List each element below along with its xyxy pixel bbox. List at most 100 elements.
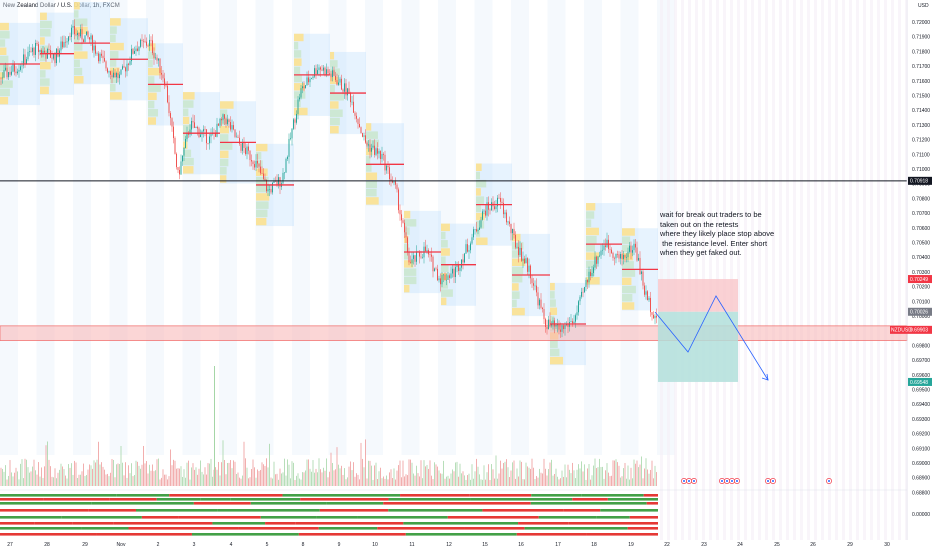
support-zone[interactable] — [0, 325, 908, 341]
profile-bar — [294, 33, 304, 42]
volume-bar — [309, 468, 311, 486]
volume-bar — [336, 447, 338, 486]
volume-bar — [69, 467, 71, 486]
volume-bar — [618, 465, 620, 486]
price-axis[interactable]: 0.72000 0.71900 0.71800 0.71700 0.71600 0.715… — [912, 20, 930, 518]
candle-body — [620, 254, 621, 259]
candle-body — [216, 123, 218, 137]
volume-bar — [260, 469, 261, 486]
indicator-segment — [61, 516, 142, 519]
candle-body — [236, 136, 237, 138]
time-tick-label: 5 — [266, 542, 269, 548]
candle-body — [512, 228, 513, 234]
indicator-segment — [43, 498, 110, 501]
volume-bar — [489, 479, 491, 486]
volume-bar — [555, 468, 557, 486]
chart-title: New Zealand Dollar / U.S. Dollar, 1h, FX… — [3, 3, 120, 9]
candle-body — [150, 39, 152, 41]
candle-body — [437, 268, 438, 281]
candle-body — [81, 29, 83, 40]
volume-bar — [627, 465, 629, 486]
volume-bar — [92, 468, 93, 486]
profile-bar — [40, 20, 52, 29]
profile-bar — [512, 266, 524, 275]
trade-annotation[interactable]: wait for break out traders to be taken o… — [660, 210, 775, 258]
indicator-segment — [295, 522, 404, 525]
volume-bar — [47, 441, 48, 486]
volume-bar — [65, 475, 66, 486]
indicator-segment — [88, 509, 136, 512]
volume-bar — [474, 471, 476, 486]
candle-body — [93, 45, 95, 51]
candle-body — [297, 99, 299, 114]
take-profit-box[interactable] — [658, 311, 738, 382]
candle-body — [369, 144, 371, 152]
candle-body — [293, 119, 294, 129]
profile-bar — [0, 96, 9, 105]
time-tick-label: 18 — [591, 542, 597, 548]
profile-bar — [441, 248, 450, 256]
indicator-segment — [0, 498, 44, 501]
profile-bar — [512, 291, 520, 299]
profile-bar — [441, 256, 446, 264]
candle-body — [180, 161, 182, 175]
volume-bar — [143, 445, 144, 486]
candle-body — [357, 118, 359, 125]
volume-bar — [471, 464, 473, 486]
volume-bar — [167, 479, 168, 486]
volume-bar — [438, 470, 440, 486]
profile-bar — [40, 70, 46, 78]
candle-body — [204, 129, 206, 130]
price-tick-label: 0.70100 — [912, 299, 930, 305]
volume-bar — [503, 463, 504, 486]
economic-events[interactable] — [681, 478, 832, 484]
candle-body — [249, 150, 251, 161]
volume-bar — [333, 470, 335, 486]
profile-bar — [183, 157, 194, 166]
indicator-segment — [568, 522, 658, 525]
volume-bar — [210, 458, 212, 486]
candle-body — [648, 297, 650, 301]
candle-body — [32, 47, 33, 52]
profile-bar — [220, 150, 229, 159]
volume-bar — [620, 477, 621, 486]
stop-loss-box[interactable] — [658, 279, 738, 312]
candle-body — [509, 221, 510, 224]
time-tick-label: 8 — [302, 542, 305, 548]
profile-bar — [622, 236, 631, 244]
volume-bar — [588, 464, 590, 486]
candle-body — [390, 179, 392, 181]
time-tick-label: 22 — [664, 542, 670, 548]
volume-bar — [104, 469, 105, 486]
candle-body — [371, 147, 372, 152]
price-badge-label: 0.69903 — [910, 328, 928, 334]
candle-body — [278, 177, 279, 186]
volume-bar — [546, 475, 548, 486]
candle-body — [633, 243, 635, 251]
candle-body — [578, 301, 579, 313]
candle-body — [605, 245, 606, 247]
profile-bar — [622, 285, 636, 294]
candle-body — [555, 325, 557, 327]
volume-bar — [153, 471, 155, 486]
projected-path[interactable] — [654, 295, 769, 381]
profile-bar — [183, 108, 189, 117]
volume-bar — [278, 479, 279, 486]
session-band — [36, 0, 55, 455]
indicator-segment — [250, 502, 327, 505]
profile-bar — [220, 101, 234, 109]
indicator-segment — [629, 516, 658, 519]
profile-bar — [220, 125, 229, 134]
volume-bar — [200, 460, 201, 486]
candle-body — [66, 41, 68, 43]
candle-body — [153, 53, 155, 59]
profile-bar — [441, 240, 448, 248]
profile-bar — [40, 61, 51, 70]
time-axis[interactable]: 27 28 29 Nov 2 3 4 5 8 9 10 11 12 15 16 17 18 19 22 23 24 25 2… — [7, 542, 890, 548]
volume-bar — [74, 460, 75, 486]
candle-body — [519, 247, 521, 256]
candle-body — [327, 69, 329, 74]
volume-bar — [207, 463, 209, 486]
candle-body — [488, 202, 489, 210]
